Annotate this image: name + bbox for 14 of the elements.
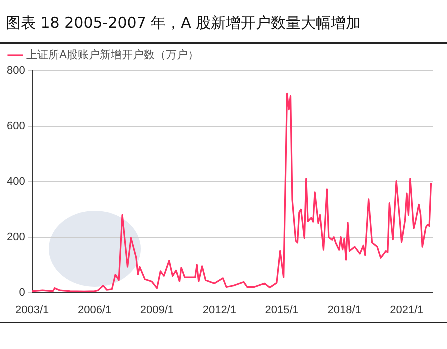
y-tick-label: 200 bbox=[6, 231, 26, 244]
x-tick-label: 2006/1 bbox=[78, 304, 112, 316]
y-tick-label: 600 bbox=[6, 120, 26, 132]
x-tick-label: 2009/1 bbox=[140, 304, 174, 316]
x-tick-label: 2003/1 bbox=[16, 304, 50, 316]
x-tick-label: 2012/1 bbox=[202, 304, 236, 316]
y-tick-label: 400 bbox=[6, 176, 26, 188]
legend-label: 上证所A股账户新增开户数（万户） bbox=[26, 48, 200, 62]
x-tick-label: 2015/1 bbox=[265, 304, 299, 316]
x-tick-label: 2021/1 bbox=[390, 304, 424, 316]
chart-title: 图表 18 2005-2007 年，A 股新增开户数量大幅增加 bbox=[6, 14, 362, 33]
x-tick-label: 2018/1 bbox=[328, 304, 362, 316]
y-tick-label: 0 bbox=[19, 286, 26, 299]
y-tick-label: 800 bbox=[6, 65, 26, 78]
